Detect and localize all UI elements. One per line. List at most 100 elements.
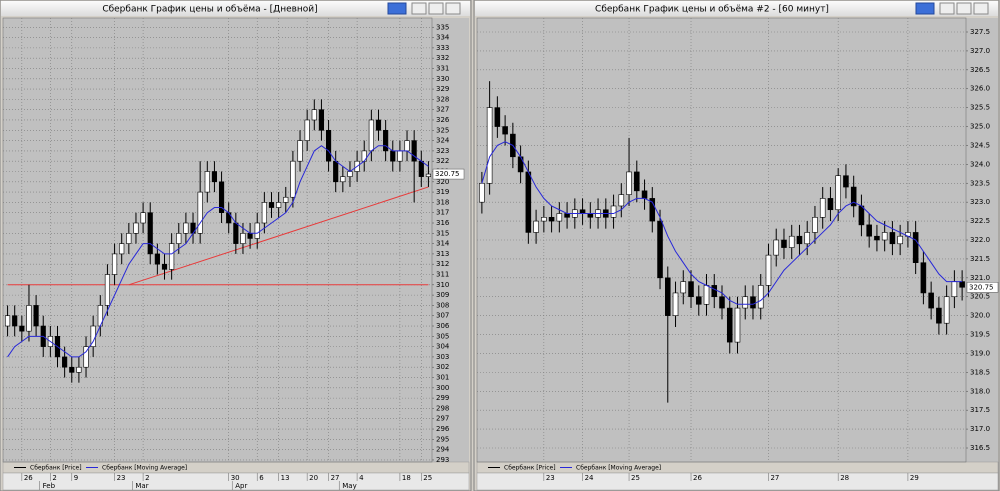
minimize-button[interactable] <box>939 2 955 15</box>
y-tick-label: 306 <box>436 322 450 330</box>
y-tick-label: 319 <box>436 188 449 196</box>
x-tick-label: 4 <box>359 474 364 482</box>
candle-body <box>548 217 555 222</box>
last-price-box <box>432 168 465 180</box>
y-tick-label: 321.0 <box>970 274 990 282</box>
candle-body <box>69 366 75 373</box>
candle-body <box>781 239 787 248</box>
candle-body <box>541 217 547 222</box>
candle-body <box>812 217 818 233</box>
y-tick-label: 321.5 <box>970 255 990 263</box>
link-button[interactable] <box>387 2 407 15</box>
maximize-button[interactable] <box>428 2 444 15</box>
moving-average-line <box>7 145 429 358</box>
y-tick-label: 325.0 <box>970 123 990 131</box>
y-tick-label: 316.5 <box>970 444 990 452</box>
y-tick-label: 325.5 <box>970 104 990 112</box>
y-tick-label: 319.0 <box>970 349 990 357</box>
y-tick-label: 312 <box>436 260 449 268</box>
candle-body <box>197 191 203 234</box>
candle-body <box>147 212 153 255</box>
candle-body <box>276 202 282 208</box>
candle-body <box>76 366 82 373</box>
candle-body <box>311 109 317 121</box>
candle-body <box>649 198 656 222</box>
candle-body <box>140 212 146 224</box>
candle-body <box>268 202 275 208</box>
y-tick-label: 323.0 <box>970 198 990 206</box>
candle-body <box>626 171 632 195</box>
candle-body <box>587 213 594 218</box>
candle-body <box>340 176 346 183</box>
candle-body <box>827 198 834 211</box>
plot-frame <box>2 17 433 463</box>
candle-body <box>233 222 239 244</box>
y-tick-label: 300 <box>436 384 449 392</box>
candle-body <box>664 277 671 316</box>
trend-line <box>128 186 429 286</box>
y-tick-label: 335 <box>436 23 449 31</box>
candle-body <box>874 235 880 241</box>
y-tick-label: 324.0 <box>970 160 990 168</box>
y-tick-label: 316 <box>436 219 450 227</box>
candle-body <box>62 356 68 368</box>
legend-label: Сбербанк [Moving Average] <box>102 465 187 472</box>
candle-body <box>325 129 332 162</box>
month-label: Apr <box>235 482 247 490</box>
x-tick-label: 18 <box>402 474 411 482</box>
candle-body <box>169 243 175 270</box>
candle-body <box>943 296 950 324</box>
y-tick-label: 320.0 <box>970 312 990 320</box>
candle-body <box>703 285 710 305</box>
candle-body <box>283 196 289 203</box>
candle-body <box>866 224 872 237</box>
y-tick-label: 303 <box>436 353 449 361</box>
y-tick-label: 317.5 <box>970 406 990 414</box>
last-price-label: 320.75 <box>969 283 994 291</box>
candle-body <box>183 222 189 234</box>
candle-body <box>757 285 764 309</box>
y-tick-label: 322.0 <box>970 236 990 244</box>
legend-label: Сбербанк [Price] <box>504 465 556 472</box>
candle-body <box>579 209 586 214</box>
maximize-button[interactable] <box>956 2 972 15</box>
y-tick-label: 294 <box>436 446 450 454</box>
y-tick-label: 323 <box>436 147 449 155</box>
close-button[interactable] <box>445 2 461 15</box>
y-tick-label: 317.0 <box>970 425 990 433</box>
candle-body <box>333 160 339 183</box>
candle-body <box>304 119 310 141</box>
x-tick-label: 24 <box>585 474 594 482</box>
x-tick-label: 27 <box>770 474 779 482</box>
candle-body <box>176 233 182 244</box>
candle-body <box>804 232 810 245</box>
candle-body <box>517 156 524 173</box>
candle-body <box>726 307 733 343</box>
candle-body <box>297 140 303 162</box>
candle-body <box>425 173 432 177</box>
month-label: May <box>342 482 356 490</box>
y-tick-label: 322 <box>436 157 449 165</box>
window-title: Сбербанк График цены и объёма - [Дневной… <box>102 5 317 15</box>
candle-body <box>672 292 679 316</box>
x-tick-label: 29 <box>910 474 919 482</box>
minimize-button[interactable] <box>411 2 427 15</box>
moving-average-line <box>481 141 963 305</box>
candle-body <box>850 186 857 207</box>
candle-body <box>126 233 132 244</box>
x-tick-label: 20 <box>309 474 318 482</box>
candle-body <box>742 296 749 309</box>
candle-body <box>4 315 11 327</box>
x-tick-label: 23 <box>117 474 126 482</box>
candle-body <box>695 296 702 305</box>
y-tick-label: 318.0 <box>970 387 990 395</box>
x-tick-label: 6 <box>259 474 264 482</box>
candle-body <box>119 243 125 255</box>
close-button[interactable] <box>973 2 989 15</box>
link-button[interactable] <box>915 2 935 15</box>
x-tick-label: 27 <box>331 474 340 482</box>
candle-body <box>19 325 25 332</box>
candle-body <box>533 220 539 233</box>
y-tick-label: 315 <box>436 229 449 237</box>
